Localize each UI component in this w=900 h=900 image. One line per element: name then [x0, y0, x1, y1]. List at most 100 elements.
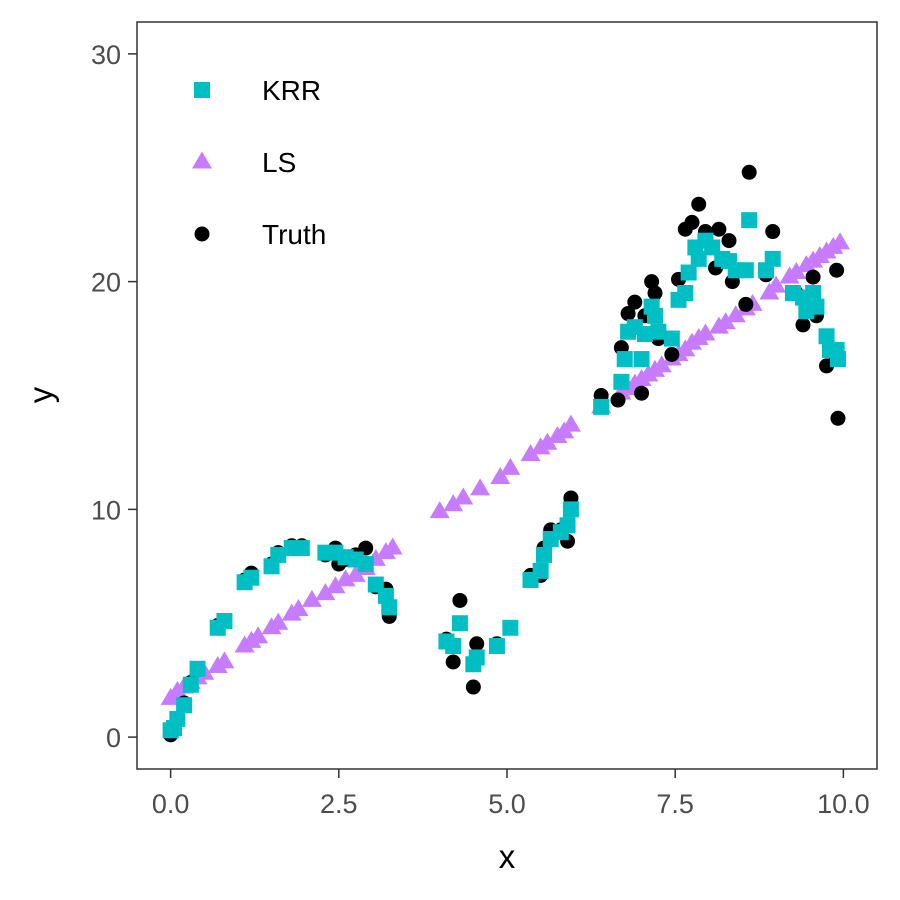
legend-label-ls: LS	[262, 147, 296, 178]
ls-point	[520, 444, 541, 462]
truth-point	[647, 285, 663, 301]
ls-point	[429, 501, 450, 519]
krr-point	[663, 330, 680, 347]
truth-point	[738, 296, 754, 312]
truth-point	[465, 679, 481, 695]
krr-point	[189, 660, 206, 677]
krr-point	[176, 697, 193, 714]
plot-panel	[136, 21, 878, 770]
krr-point	[829, 351, 846, 368]
x-axis: 0.0 2.5 5.0 7.5 10.0	[152, 769, 870, 819]
ls-point	[766, 275, 787, 293]
x-tick-label: 5.0	[488, 789, 526, 819]
krr-point	[650, 323, 667, 340]
ls-point	[725, 305, 746, 323]
krr-point	[532, 562, 549, 579]
krr-point	[270, 546, 287, 563]
krr-point	[488, 638, 505, 655]
ls-point	[301, 589, 322, 607]
ls-point	[382, 537, 403, 555]
ls-point	[443, 494, 464, 512]
krr-point	[593, 398, 610, 415]
krr-point	[381, 599, 398, 616]
krr-point	[677, 285, 694, 302]
ls-point	[500, 457, 521, 475]
truth-point	[765, 224, 781, 240]
truth-point	[684, 214, 700, 230]
truth-point	[691, 196, 707, 212]
krr-point	[633, 351, 650, 368]
data-points	[160, 164, 850, 743]
truth-point	[445, 654, 461, 670]
krr-point	[818, 328, 835, 345]
krr-point	[559, 517, 576, 534]
ls-point	[560, 414, 581, 432]
legend-label-krr: KRR	[262, 75, 321, 106]
krr-point	[243, 569, 260, 586]
krr-point	[216, 612, 233, 629]
krr-point	[636, 326, 653, 343]
x-tick-label: 0.0	[152, 789, 190, 819]
truth-point	[741, 164, 757, 180]
krr-point	[680, 264, 697, 281]
ls-point	[325, 576, 346, 594]
truth-point	[721, 233, 737, 249]
legend-key-truth	[194, 226, 210, 242]
ls-point	[248, 626, 269, 644]
krr-point	[737, 262, 754, 279]
ls-point	[268, 612, 289, 630]
truth-point	[634, 385, 650, 401]
x-tick-label: 7.5	[656, 789, 694, 819]
ls-point	[830, 232, 850, 250]
krr-point	[536, 546, 552, 563]
krr-point	[613, 373, 630, 390]
y-tick-label: 0	[106, 723, 121, 753]
truth-point	[805, 269, 821, 285]
krr-point	[182, 676, 199, 693]
legend-key-ls	[192, 151, 212, 169]
krr-point	[451, 615, 468, 632]
ls-point	[786, 261, 807, 279]
krr-point	[647, 307, 663, 324]
y-tick-label: 10	[91, 495, 121, 525]
krr-point	[616, 351, 633, 368]
ls-point	[315, 583, 336, 601]
ls-point	[715, 312, 736, 330]
legend: KRR LS Truth	[192, 75, 326, 250]
truth-point	[452, 592, 468, 608]
ls-point	[345, 564, 366, 582]
y-axis: 0 10 20 30	[91, 40, 137, 753]
krr-point	[562, 501, 579, 518]
ls-point	[214, 651, 235, 669]
y-tick-label: 30	[91, 40, 121, 70]
x-tick-label: 2.5	[320, 789, 358, 819]
series-krr	[162, 212, 846, 739]
y-axis-title: y	[22, 386, 59, 403]
ls-point	[651, 355, 672, 373]
x-tick-label: 10.0	[817, 789, 870, 819]
krr-point	[445, 638, 462, 655]
krr-point	[741, 212, 758, 229]
krr-point	[808, 298, 825, 315]
truth-point	[469, 636, 485, 652]
krr-point	[293, 540, 310, 557]
krr-point	[468, 649, 485, 666]
ls-point	[490, 466, 511, 484]
truth-point	[711, 221, 727, 237]
ls-point	[335, 569, 356, 587]
truth-point	[664, 347, 680, 363]
ls-point	[288, 599, 309, 617]
truth-point	[610, 392, 626, 408]
truth-point	[795, 317, 811, 333]
x-axis-title: x	[499, 838, 516, 875]
krr-point	[169, 710, 186, 727]
truth-point	[829, 262, 845, 278]
y-tick-label: 20	[91, 268, 121, 298]
krr-point	[805, 285, 822, 302]
krr-point	[764, 250, 781, 267]
truth-point	[627, 294, 643, 310]
legend-key-krr	[194, 82, 210, 98]
ls-point	[470, 478, 491, 496]
krr-point	[357, 556, 374, 573]
